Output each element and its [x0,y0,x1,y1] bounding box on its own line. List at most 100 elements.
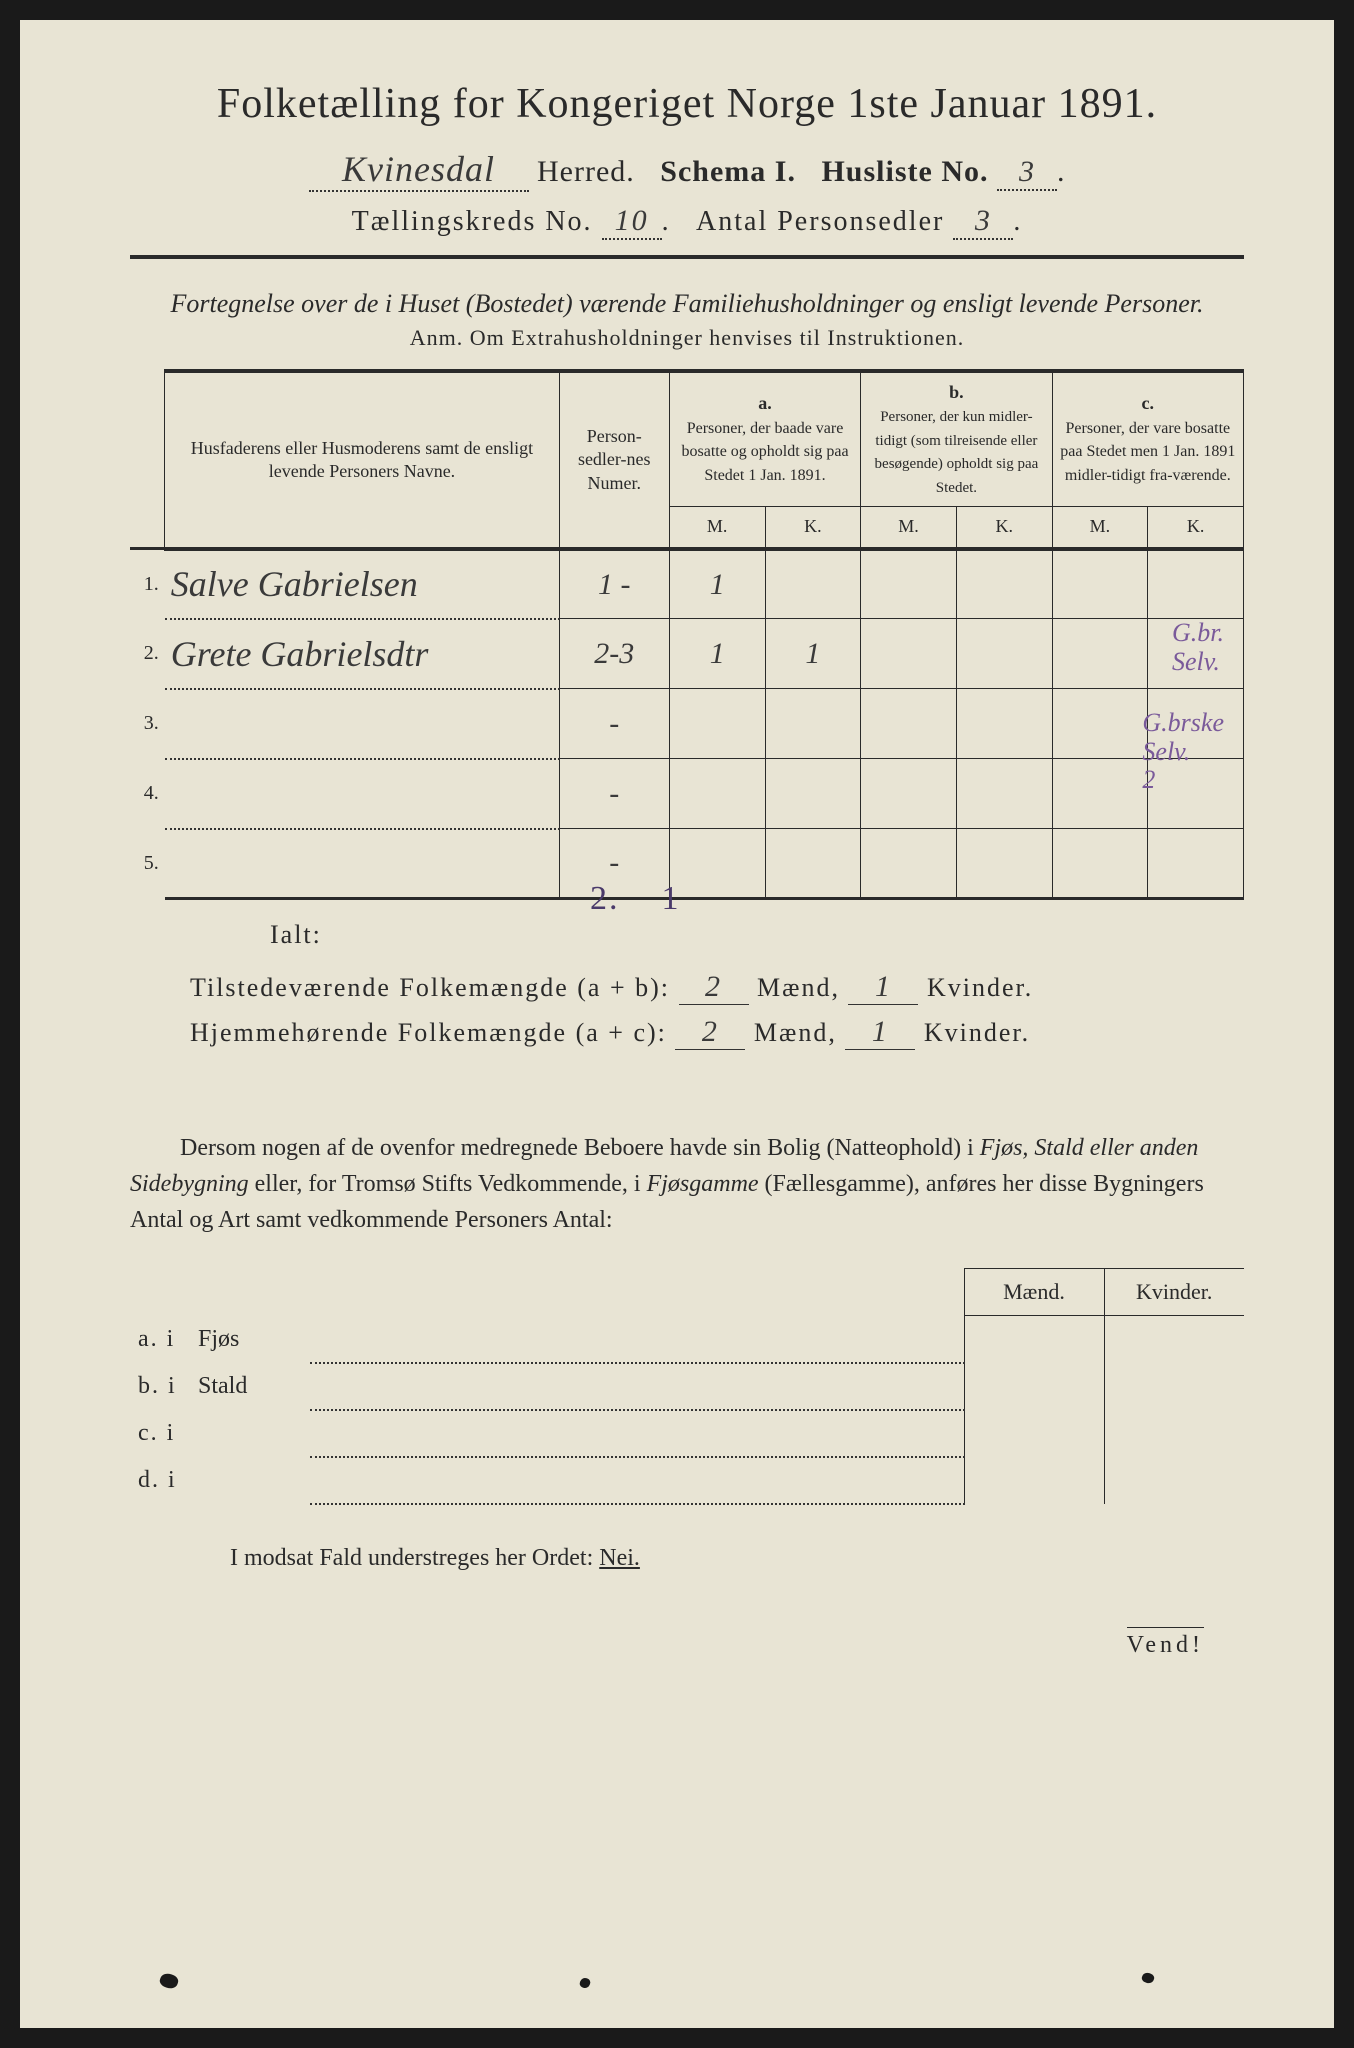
mk-header: M. [861,507,957,549]
col-header-num: Person-sedler-nes Numer. [559,371,669,549]
kreds-value: 10 [602,204,662,240]
sub-lbl: d. i [130,1457,190,1504]
ink-spot [579,1977,592,1990]
mk-cell [956,759,1052,829]
para-text2: eller, for Tromsø Stifts Vedkommende, i [249,1171,647,1197]
ialt-numbers: 2. 1 [590,880,681,918]
mk-cell [765,829,861,899]
col-c-text: Personer, der vare bosatte paa Stedet me… [1060,420,1235,485]
sub-maend: Mænd. [964,1269,1104,1316]
mk-cell: 1 [765,619,861,689]
sub-m [964,1316,1104,1363]
sub-k [1104,1316,1244,1363]
summary-2-k: 1 [845,1015,915,1050]
name-cell [165,689,559,759]
summary-line-2: Hjemmehørende Folkemængde (a + c): 2 Mæn… [190,1015,1244,1050]
col-a-text: Personer, der baade vare bosatte og opho… [681,420,848,485]
para-text1: Dersom nogen af de ovenfor medregnede Be… [180,1135,980,1161]
herred-label: Herred. [537,155,635,188]
paragraph: Dersom nogen af de ovenfor medregnede Be… [130,1130,1244,1238]
num-cell: - [559,759,669,829]
table-row: 3.- [130,689,1244,759]
vend: Vend! [130,1632,1204,1659]
main-table: Husfaderens eller Husmoderens samt de en… [130,369,1244,900]
kreds-label: Tællingskreds No. [352,206,593,237]
mk-cell [1052,759,1148,829]
row-number: 3. [130,689,165,759]
census-form-page: Folketælling for Kongeriget Norge 1ste J… [20,20,1334,2028]
antal-label: Antal Personsedler [696,206,944,237]
col-c: c. Personer, der vare bosatte paa Stedet… [1052,371,1243,507]
ialt-m: 2. [590,880,620,917]
sub-type: Stald [190,1363,310,1410]
table-row: 4.- [130,759,1244,829]
ialt-row: Ialt: 2. 1 [270,920,1244,950]
col-header-name: Husfaderens eller Husmoderens samt de en… [165,371,559,549]
divider [130,255,1244,259]
mk-cell: 1 [669,619,765,689]
row-number: 1. [130,549,165,619]
sub-table-row: a. iFjøs [130,1316,1244,1363]
margin-note-1: G.brskeSelv.2 [1142,709,1224,795]
mk-cell [765,549,861,619]
ialt-k: 1 [662,880,681,917]
mk-cell [1052,549,1148,619]
nei-line: I modsat Fald understreges her Ordet: Ne… [230,1545,1244,1572]
sub-lbl: b. i [130,1363,190,1410]
subtitle: Fortegnelse over de i Huset (Bostedet) v… [130,289,1244,319]
mk-cell [669,829,765,899]
col-a-label: a. [758,393,772,413]
sub-dotted [310,1316,964,1363]
mk-cell [1148,829,1244,899]
sub-lbl: a. i [130,1316,190,1363]
margin-note-0: G.br.Selv. [1172,619,1224,676]
sub-dotted [310,1457,964,1504]
nei-text: I modsat Fald understreges her Ordet: [230,1545,599,1571]
mk-cell [1052,689,1148,759]
sub-k [1104,1363,1244,1410]
mk-cell [1052,829,1148,899]
sub-type: Fjøs [190,1316,310,1363]
summary-1-k: 1 [848,970,918,1005]
schema-label: Schema I. [660,155,796,188]
mk-cell [861,689,957,759]
name-cell [165,759,559,829]
mk-cell [765,759,861,829]
mk-header: M. [1052,507,1148,549]
sub-lbl: c. i [130,1410,190,1457]
mk-cell [956,619,1052,689]
mk-header: M. [669,507,765,549]
summary-1-label: Tilstedeværende Folkemængde (a + b): [190,973,670,1002]
page-title: Folketælling for Kongeriget Norge 1ste J… [130,80,1244,128]
sub-type [190,1457,310,1504]
ink-spot [158,1971,180,1990]
num-cell: 2-3 [559,619,669,689]
mk-cell [956,689,1052,759]
mk-cell [861,759,957,829]
mk-cell [861,619,957,689]
ink-spot [1141,1971,1156,1985]
vend-text: Vend! [1127,1627,1204,1658]
summary-line-1: Tilstedeværende Folkemængde (a + b): 2 M… [190,970,1244,1005]
name-cell: Grete Gabrielsdtr [165,619,559,689]
mk-header: K. [1148,507,1244,549]
mk-cell [1052,619,1148,689]
summary-1-m: 2 [679,970,749,1005]
header-line-1: Kvinesdal Herred. Schema I. Husliste No.… [130,148,1244,192]
col-b-label: b. [949,382,964,402]
sub-kvinder: Kvinder. [1104,1269,1244,1316]
sub-m [964,1410,1104,1457]
sub-k [1104,1410,1244,1457]
sub-dotted [310,1410,964,1457]
mk-cell [669,689,765,759]
mk-header: K. [956,507,1052,549]
table-container: Husfaderens eller Husmoderens samt de en… [130,369,1244,900]
mk-cell [669,759,765,829]
sub-table-row: c. i [130,1410,1244,1457]
table-row: 2.Grete Gabrielsdtr2-311 [130,619,1244,689]
kvinder-label: Kvinder. [927,973,1033,1002]
mk-cell [956,549,1052,619]
header-line-2: Tællingskreds No. 10. Antal Personsedler… [130,204,1244,240]
col-a: a. Personer, der baade vare bosatte og o… [669,371,860,507]
mk-cell [861,549,957,619]
